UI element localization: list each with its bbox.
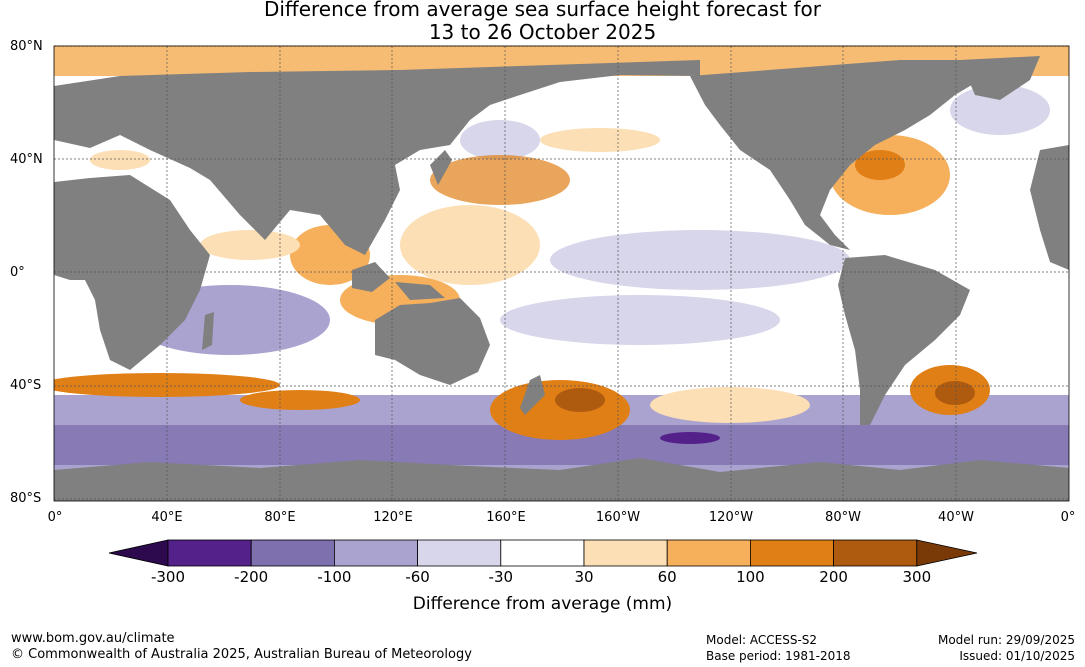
western-pacific-high: [400, 205, 540, 285]
south-pacific-high: [650, 387, 810, 423]
tasman-high: [490, 380, 630, 440]
anomaly-peak: [555, 388, 605, 412]
eurasia: [54, 60, 700, 255]
madagascar: [202, 312, 214, 350]
gulf-stream-core: [855, 150, 905, 180]
south-america: [838, 255, 970, 425]
longitude-label: 160°E: [486, 510, 526, 525]
new-guinea: [395, 282, 445, 300]
colorbar-bin: [167, 539, 252, 567]
issued-date: Issued: 01/10/2025: [959, 649, 1075, 663]
colorbar-tick-label: 30: [574, 568, 594, 586]
land-masses: [54, 56, 1069, 501]
antarctica: [54, 458, 1069, 501]
colorbar: [108, 539, 978, 567]
colorbar-over-arrow: [916, 539, 978, 567]
map-title-line-1: Difference from average sea surface heig…: [263, 0, 822, 21]
latitude-label: 40°S: [10, 378, 42, 393]
latitude-label: 80°N: [10, 39, 43, 54]
map-frame: [53, 45, 1070, 502]
pacific-low-swath: [550, 230, 850, 290]
colorbar-bin: [750, 539, 835, 567]
colorbar-title: Difference from average (mm): [412, 594, 673, 614]
latitude-label: 0°: [10, 265, 25, 280]
website-link[interactable]: www.bom.gov.au/climate: [11, 631, 175, 646]
latitude-label: 80°S: [10, 491, 42, 506]
colorbar-bin: [417, 539, 502, 567]
colorbar-bin: [666, 539, 751, 567]
longitude-label: 120°W: [708, 510, 754, 525]
kuroshio-high: [430, 155, 570, 205]
colorbar-tick-label: -200: [234, 568, 269, 586]
indian-ocean-high-band: [54, 373, 280, 397]
anomaly-peak: [935, 381, 975, 405]
longitude-label: 0°: [47, 510, 63, 525]
colorbar-tick-label: 300: [902, 568, 932, 586]
colorbar-tick-label: -300: [150, 568, 186, 586]
longitude-label: 80°E: [264, 510, 296, 525]
north-america: [690, 60, 1000, 250]
colorbar-tick-label: -100: [317, 568, 352, 586]
longitude-label: 40°E: [151, 510, 183, 525]
australia: [375, 298, 490, 385]
longitude-label: 0°: [1060, 510, 1076, 525]
longitude-label: 40°W: [938, 510, 974, 525]
colorbar-bin: [583, 539, 668, 567]
colorbar-tick-label: -30: [488, 568, 514, 586]
colorbar-bin: [333, 539, 418, 567]
colorbar-tick-label: 100: [736, 568, 765, 586]
pacific-low-swath: [500, 295, 780, 345]
mediterranean-high: [90, 150, 150, 170]
europe-africa-east-edge: [1030, 145, 1069, 270]
north-pacific-high: [540, 128, 660, 152]
longitude-label: 80°W: [825, 510, 861, 525]
longitude-label: 160°W: [595, 510, 641, 525]
africa: [54, 175, 210, 370]
colorbar-tick-label: 60: [657, 568, 677, 586]
greenland: [960, 56, 1040, 100]
north-atlantic-low: [950, 85, 1050, 135]
latitude-label: 40°N: [10, 152, 43, 167]
copyright-notice: © Commonwealth of Australia 2025, Austra…: [11, 647, 472, 662]
arabian-sea-high: [200, 230, 300, 260]
model-run-date: Model run: 29/09/2025: [937, 633, 1075, 647]
borneo: [352, 262, 390, 292]
anomaly-high-patch: [240, 390, 360, 410]
colorbar-tick-label: 200: [819, 568, 848, 586]
map-title-line-2: 13 to 26 October 2025: [428, 20, 657, 44]
colorbar-bin: [250, 539, 335, 567]
new-zealand: [520, 375, 545, 415]
colorbar-tick-label: -60: [405, 568, 430, 586]
anomaly-shading: [54, 46, 1069, 475]
longitude-label: 120°E: [373, 510, 413, 525]
colorbar-under-arrow: [108, 539, 169, 567]
north-pacific-low: [460, 120, 540, 160]
base-period: Base period: 1981-2018: [706, 649, 851, 663]
anomaly-low-patch: [660, 432, 720, 444]
model-name: Model: ACCESS-S2: [706, 633, 818, 647]
colorbar-bin: [833, 539, 918, 567]
colorbar-bin: [500, 539, 585, 567]
